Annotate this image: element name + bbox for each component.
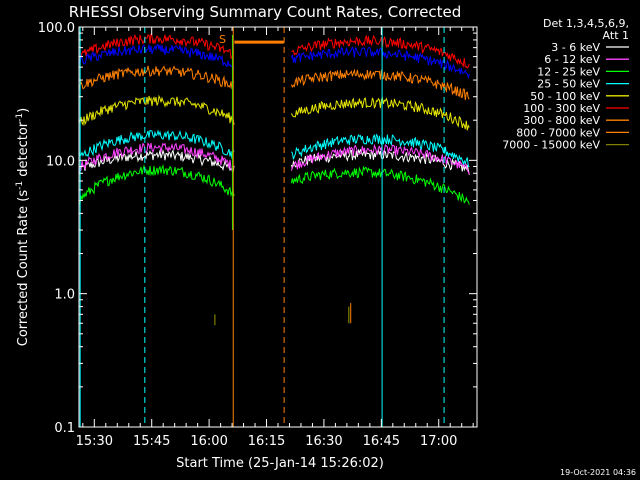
y-axis-label-sup-2: -1 <box>15 113 25 122</box>
series-100-300kev <box>79 33 470 69</box>
footer-date: 19-Oct-2021 04:36 <box>560 468 636 477</box>
saa-marker: S <box>219 33 226 46</box>
legend-label: 800 - 7000 keV <box>516 126 600 139</box>
x-tick-label: 15:45 <box>133 434 170 449</box>
series-line <box>291 34 470 69</box>
x-tick-label: 16:45 <box>363 434 400 449</box>
series-12-25kev <box>79 164 470 206</box>
legend-label: 12 - 25 keV <box>537 65 600 78</box>
series-line <box>79 164 235 206</box>
series-line <box>79 33 234 62</box>
legend-header-1: Det 1,3,4,5,6,9, <box>543 17 629 30</box>
y-tick-label: 10.0 <box>46 154 75 169</box>
y-tick-label: 0.1 <box>54 421 75 436</box>
legend-label: 50 - 100 keV <box>530 90 600 103</box>
x-tick-label: 16:00 <box>190 434 227 449</box>
x-axis-label: Start Time (25-Jan-14 15:26:02) <box>176 456 384 471</box>
y-axis-label-part-2: detector <box>16 121 31 181</box>
series-line <box>290 133 470 168</box>
series-50-100kev <box>79 94 470 131</box>
series-line <box>290 143 470 175</box>
legend-label: 7000 - 15000 keV <box>502 139 600 152</box>
y-axis-label-sup-1: -1 <box>15 181 25 190</box>
series-line <box>79 43 235 70</box>
x-tick-label: 17:00 <box>420 434 457 449</box>
series-300-800kev <box>79 65 470 101</box>
legend-label: 6 - 12 keV <box>544 53 600 66</box>
series-line <box>290 68 470 101</box>
series-6-12kev <box>79 142 470 175</box>
series-3-6kev <box>79 148 470 175</box>
series-line <box>79 65 235 91</box>
y-axis-label-part-3: ) <box>16 108 31 113</box>
y-axis-label-part-1: Corrected Count Rate (s <box>16 190 31 347</box>
x-tick-label: 15:30 <box>76 434 113 449</box>
x-tick-label: 16:15 <box>248 434 285 449</box>
vline-layer: S <box>79 27 445 427</box>
series-line <box>79 94 235 127</box>
legend-label: 100 - 300 keV <box>523 102 600 115</box>
y-axis-label: Corrected Count Rate (s-1 detector-1) <box>15 108 31 346</box>
y-tick-label: 100.0 <box>38 21 75 36</box>
series-blue <box>79 43 470 80</box>
series-line <box>290 46 470 80</box>
plot-frame <box>78 26 478 428</box>
series-line <box>79 149 235 174</box>
legend-header-2: Att 1 <box>603 29 629 42</box>
series-line <box>79 142 235 173</box>
legend-label: 3 - 6 keV <box>551 41 600 54</box>
series-line <box>290 165 470 205</box>
legend-label: 25 - 50 keV <box>537 78 600 91</box>
series-line <box>290 96 470 131</box>
y-tick-label: 1.0 <box>54 288 75 303</box>
series-25-50kev <box>79 129 470 168</box>
series-layer <box>79 33 470 326</box>
x-tick-label: 16:30 <box>305 434 342 449</box>
chart-title: RHESSI Observing Summary Count Rates, Co… <box>69 3 462 21</box>
legend-label: 300 - 800 keV <box>523 114 600 127</box>
series-line <box>79 129 235 159</box>
axes-layer: 0.1 1.0 10.0 100.0 15:30 15:45 16:00 16:15 16:30… <box>38 21 478 449</box>
